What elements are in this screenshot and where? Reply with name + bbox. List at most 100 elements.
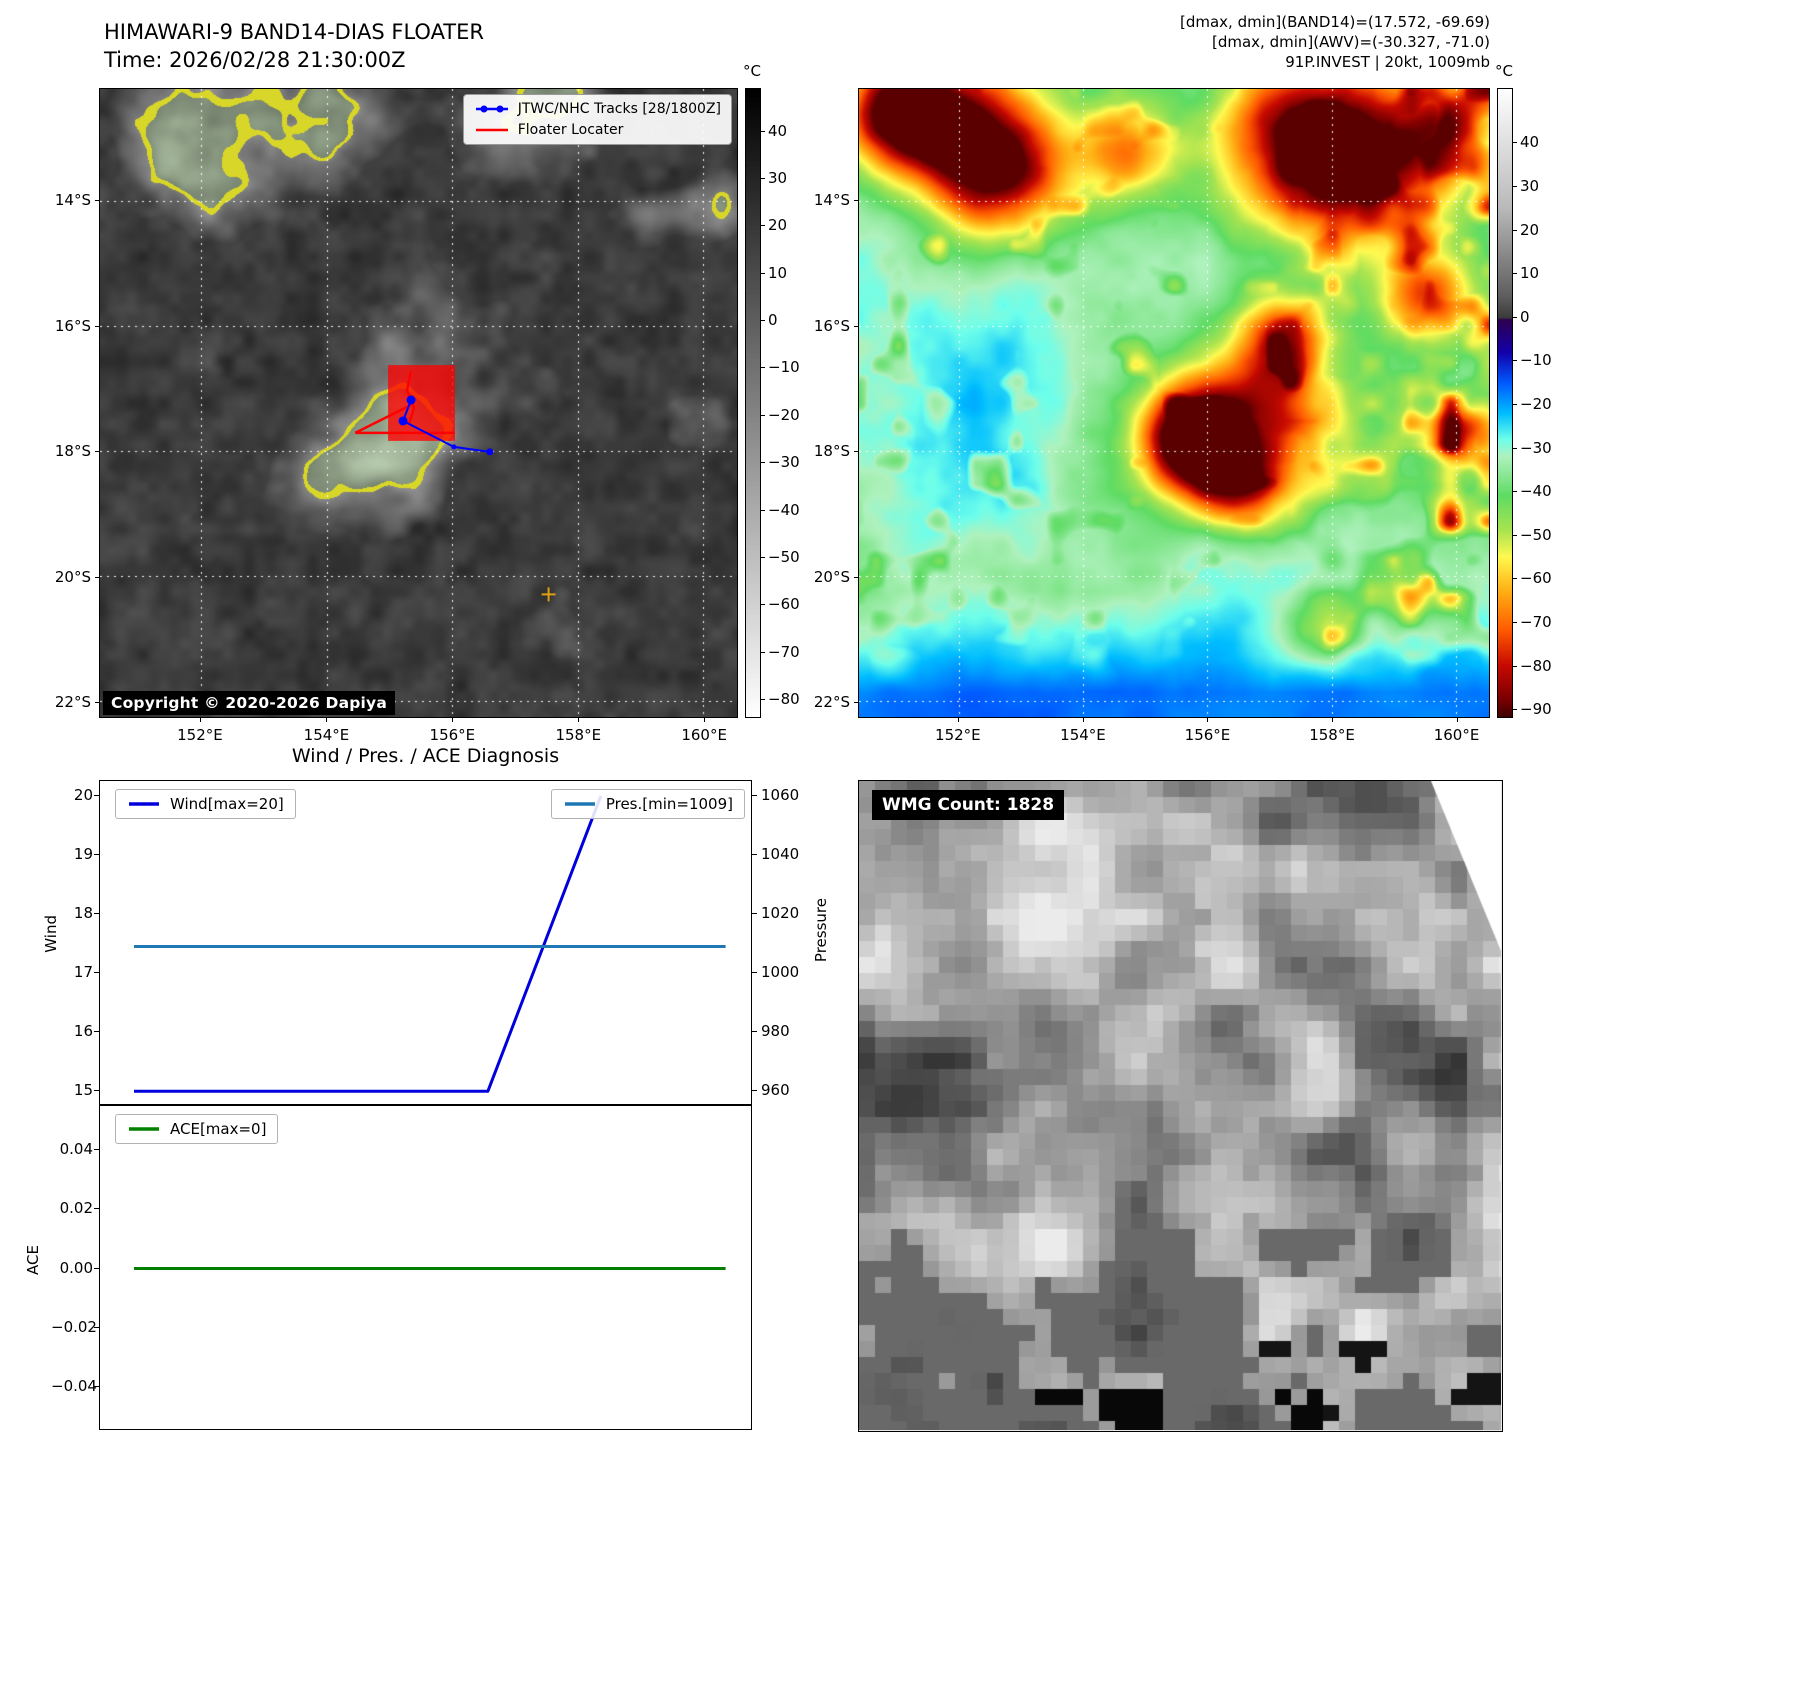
awv-cbar-tick: 10 bbox=[1520, 264, 1540, 283]
awv-cbar-tick: −90 bbox=[1520, 700, 1552, 719]
band14-cbar-tick-mark bbox=[761, 651, 765, 653]
chart-wind_pressure-y2tick-mark bbox=[752, 912, 757, 914]
band14-lon-tick-mark bbox=[578, 718, 580, 722]
track-point bbox=[451, 444, 457, 450]
band14-cbar-tick: −50 bbox=[768, 547, 800, 566]
chart-wind_pressure-ytick-mark bbox=[94, 853, 99, 855]
band14-cbar-tick: −30 bbox=[768, 453, 800, 472]
awv-cbar-tick-mark bbox=[1513, 578, 1517, 580]
band14-time: Time: 2026/02/28 21:30:00Z bbox=[104, 48, 406, 72]
wmg-count-badge: WMG Count: 1828 bbox=[872, 790, 1065, 820]
awv-lon-tick-mark bbox=[1332, 718, 1333, 722]
band14-cbar-tick-mark bbox=[761, 699, 765, 701]
band14-legend: JTWC/NHC Tracks [28/1800Z] Floater Locat… bbox=[462, 94, 732, 145]
track-point bbox=[398, 416, 408, 426]
awv-header: [dmax, dmin](BAND14)=(17.572, -69.69) [d… bbox=[1180, 12, 1490, 72]
awv-lon-tick: 156°E bbox=[1184, 726, 1231, 744]
band14-cbar-tick: −80 bbox=[768, 690, 800, 709]
awv-lon-tick: 158°E bbox=[1309, 726, 1355, 744]
wind-axis-label: Wind bbox=[42, 915, 60, 953]
legend-ace-label: ACE[max=0] bbox=[170, 1120, 267, 1138]
chart-wind_pressure-y2tick: 960 bbox=[761, 1081, 790, 1100]
awv-lon-tick: 152°E bbox=[935, 726, 981, 744]
awv-cbar-tick: −80 bbox=[1520, 656, 1552, 675]
chart-wind_pressure-y2tick: 1040 bbox=[761, 844, 800, 863]
awv-lat-tick-mark bbox=[854, 702, 858, 704]
legend-pres-label: Pres.[min=1009] bbox=[605, 795, 733, 813]
band14-cbar-tick: −60 bbox=[768, 595, 800, 614]
band14-lon-tick: 160°E bbox=[681, 726, 727, 744]
legend-wind: Wind[max=20] bbox=[115, 789, 296, 819]
band14-cbar-tick-mark bbox=[761, 130, 765, 132]
band14-cbar-tick-mark bbox=[761, 367, 765, 369]
chart-wind_pressure-ytick: 18 bbox=[73, 903, 93, 922]
band14-cbar-tick: −20 bbox=[768, 405, 800, 424]
band14-cbar-tick: −10 bbox=[768, 358, 800, 377]
chart-ace-ytick: −0.02 bbox=[51, 1317, 97, 1336]
floater-legend-label: Floater Locater bbox=[517, 122, 624, 138]
awv-lat-tick: 14°S bbox=[813, 191, 850, 210]
awv-cbar-tick-mark bbox=[1513, 273, 1517, 275]
chart-wind_pressure-ytick-mark bbox=[94, 1031, 99, 1033]
band14-lat-tick-mark bbox=[95, 576, 99, 578]
band14-cbar-tick-mark bbox=[761, 414, 765, 416]
wmg-pixel-image bbox=[859, 781, 1501, 1430]
chart-ace-ytick-mark bbox=[94, 1385, 99, 1387]
band14-cbar-tick-mark bbox=[761, 462, 765, 464]
band14-cbar-tick: −70 bbox=[768, 642, 800, 661]
awv-cbar-unit: °C bbox=[1495, 62, 1513, 80]
awv-cbar-tick: −60 bbox=[1520, 569, 1552, 588]
awv-cbar-tick: −70 bbox=[1520, 613, 1552, 632]
awv-lat-tick-mark bbox=[854, 326, 858, 328]
floater-region-box bbox=[388, 365, 455, 441]
awv-cbar-tick: −50 bbox=[1520, 525, 1552, 544]
chart-wind_pressure-ytick: 20 bbox=[73, 785, 93, 804]
awv-cbar-tick-mark bbox=[1513, 404, 1517, 406]
awv-colorbar bbox=[1497, 88, 1513, 718]
band14-cbar-tick: 40 bbox=[768, 121, 788, 140]
wmg-map bbox=[858, 780, 1503, 1432]
legend-wind-label: Wind[max=20] bbox=[170, 795, 284, 813]
band14-annotations bbox=[354, 365, 556, 602]
awv-lon-tick-mark bbox=[1456, 718, 1458, 722]
pressure-axis-label: Pressure bbox=[812, 898, 830, 963]
dmax-awv-line: [dmax, dmin](AWV)=(-30.327, -71.0) bbox=[1211, 33, 1490, 51]
band14-cbar-unit: °C bbox=[743, 62, 761, 80]
band14-lon-tick: 158°E bbox=[555, 726, 602, 744]
awv-cbar-tick-mark bbox=[1513, 142, 1517, 144]
awv-cbar-tick-mark bbox=[1513, 491, 1517, 493]
awv-cbar-tick: −30 bbox=[1520, 438, 1552, 457]
legend-row-floater: Floater Locater bbox=[474, 122, 721, 138]
chart-ace-ytick-mark bbox=[94, 1208, 99, 1210]
chart-ace-ytick-mark bbox=[94, 1267, 99, 1269]
track-point bbox=[486, 448, 494, 456]
band14-lon-tick-mark bbox=[452, 718, 454, 722]
chart-wind_pressure-y2tick: 1020 bbox=[761, 903, 800, 922]
awv-cbar-tick: 40 bbox=[1520, 133, 1540, 152]
chart-wind_pressure-ytick: 19 bbox=[73, 844, 93, 863]
legend-pres: Pres.[min=1009] bbox=[550, 789, 745, 819]
chart-ace-ytick: 0.04 bbox=[59, 1140, 93, 1159]
awv-lat-tick: 22°S bbox=[813, 693, 850, 712]
band14-cbar-tick-mark bbox=[761, 604, 765, 606]
awv-cbar-tick: 20 bbox=[1520, 220, 1540, 239]
band14-lat-tick-mark bbox=[95, 200, 99, 202]
chart-ace-ytick: −0.04 bbox=[51, 1376, 97, 1395]
awv-cbar-tick-mark bbox=[1513, 316, 1517, 318]
chart-wind_pressure-y2tick-mark bbox=[752, 1090, 757, 1092]
chart-wind_pressure-y2tick: 1060 bbox=[761, 785, 800, 804]
band14-lat-tick-mark bbox=[95, 702, 99, 704]
awv-cbar-tick-mark bbox=[1513, 534, 1517, 536]
chart-ace bbox=[99, 1105, 752, 1430]
awv-cbar-tick-mark bbox=[1513, 186, 1517, 188]
band14-cbar-tick-mark bbox=[761, 320, 765, 322]
band14-lat-tick: 20°S bbox=[54, 567, 91, 586]
legend-row-track: JTWC/NHC Tracks [28/1800Z] bbox=[474, 101, 721, 117]
floater-line-sample bbox=[475, 128, 508, 132]
awv-cbar-tick: −40 bbox=[1520, 482, 1552, 501]
chart-wind_pressure-ytick: 17 bbox=[73, 963, 93, 982]
track-line-sample bbox=[475, 105, 508, 113]
ace-axis-label: ACE bbox=[24, 1245, 42, 1275]
chart-wind_pressure-y2tick: 1000 bbox=[761, 963, 800, 982]
chart-wind_pressure bbox=[99, 780, 752, 1105]
